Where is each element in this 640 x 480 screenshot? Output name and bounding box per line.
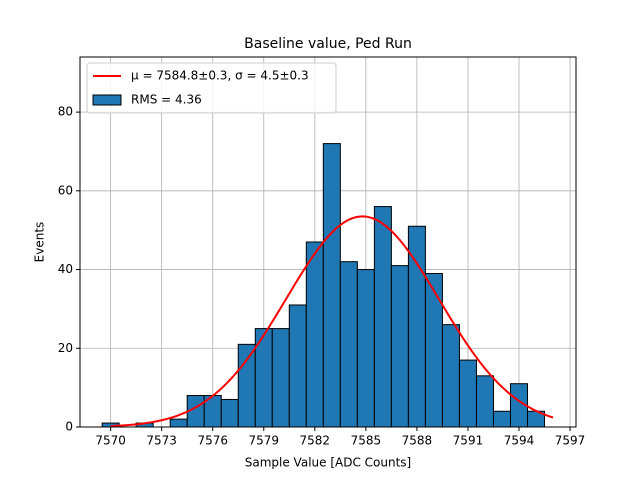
bar bbox=[288, 304, 307, 428]
x-tick-label: 7576 bbox=[197, 434, 228, 448]
bar bbox=[237, 343, 256, 428]
bar bbox=[424, 272, 443, 428]
x-tick-label: 7588 bbox=[402, 434, 433, 448]
legend-label: μ = 7584.8±0.3, σ = 4.5±0.3 bbox=[131, 69, 309, 83]
x-tick-label: 7570 bbox=[95, 434, 126, 448]
bar bbox=[475, 375, 494, 428]
bar bbox=[492, 410, 511, 428]
bar bbox=[390, 265, 409, 428]
x-tick-label: 7591 bbox=[453, 434, 484, 448]
y-tick-label: 40 bbox=[58, 262, 73, 276]
legend: μ = 7584.8±0.3, σ = 4.5±0.3 RMS = 4.36 bbox=[86, 62, 337, 114]
y-tick-label: 20 bbox=[58, 341, 73, 355]
bar bbox=[339, 261, 358, 428]
x-tick-label: 7582 bbox=[300, 434, 331, 448]
bar bbox=[220, 398, 239, 428]
bar bbox=[441, 324, 460, 428]
x-tick-label: 7579 bbox=[248, 434, 279, 448]
legend-swatch bbox=[92, 94, 122, 106]
x-tick-label: 7594 bbox=[504, 434, 535, 448]
y-tick-label: 80 bbox=[58, 105, 73, 119]
bar bbox=[356, 269, 375, 428]
bar bbox=[305, 241, 324, 428]
fit-curve bbox=[110, 215, 554, 428]
legend-label: RMS = 4.36 bbox=[131, 93, 202, 107]
bar bbox=[373, 206, 392, 428]
plot-area bbox=[101, 143, 554, 428]
chart-title: Baseline value, Ped Run bbox=[244, 36, 412, 52]
x-tick-label: 7597 bbox=[555, 434, 586, 448]
y-tick-label: 60 bbox=[58, 183, 73, 197]
axes-frame bbox=[79, 56, 577, 428]
bar bbox=[458, 359, 477, 428]
y-tick-label: 0 bbox=[65, 420, 73, 434]
y-axis-label: Events bbox=[33, 222, 47, 263]
bar bbox=[322, 143, 341, 428]
x-tick-label: 7573 bbox=[146, 434, 177, 448]
bar bbox=[169, 418, 188, 428]
x-axis-label: Sample Value [ADC Counts] bbox=[245, 456, 411, 470]
bar bbox=[271, 328, 290, 428]
legend-box bbox=[86, 62, 337, 114]
x-tick-label: 7585 bbox=[351, 434, 382, 448]
